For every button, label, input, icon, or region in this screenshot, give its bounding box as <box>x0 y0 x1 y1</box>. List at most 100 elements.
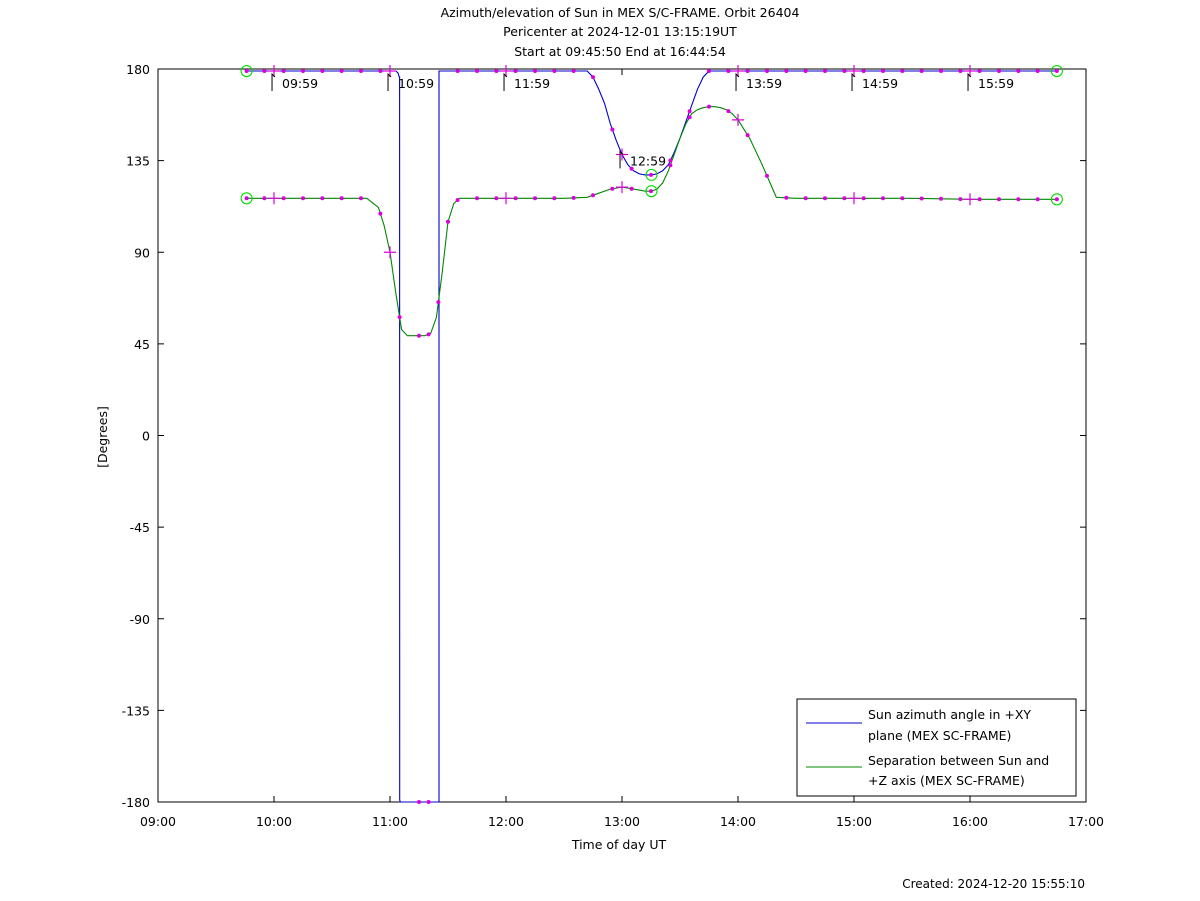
separation-hour-marker <box>268 192 280 205</box>
x-tick-label: 11:00 <box>372 814 408 829</box>
annotation-label: 14:59 <box>862 76 898 91</box>
azimuth-hour-marker <box>848 65 860 78</box>
separation-point <box>765 173 769 178</box>
y-tick-label: 0 <box>142 429 150 444</box>
azimuth-point <box>455 69 460 74</box>
separation-hour-marker <box>616 181 628 194</box>
azimuth-point <box>668 158 673 163</box>
separation-point <box>417 333 421 338</box>
chart-title-line-2: Pericenter at 2024-12-01 13:15:19UT <box>503 24 737 39</box>
separation-point <box>301 196 305 201</box>
azimuth-endpoint-circle <box>1050 64 1063 78</box>
azimuth-point <box>552 69 557 74</box>
separation-point <box>919 196 924 201</box>
separation-point <box>533 196 537 201</box>
separation-point <box>281 196 286 201</box>
separation-point <box>842 196 847 201</box>
y-tick-label: 180 <box>126 62 150 77</box>
separation-point <box>861 196 866 201</box>
chart-title-line-3: Start at 09:45:50 End at 16:44:54 <box>514 44 726 59</box>
azimuth-point <box>571 69 576 74</box>
plot-frame <box>157 68 1087 803</box>
separation-point <box>977 197 982 202</box>
azimuth-point <box>1054 69 1059 74</box>
separation-point <box>378 211 383 216</box>
separation-hour-marker <box>384 246 396 259</box>
separation-point <box>494 196 499 201</box>
y-tick-label: -135 <box>122 703 150 718</box>
separation-point <box>668 163 673 168</box>
separation-point <box>726 109 731 114</box>
separation-point <box>1054 197 1059 202</box>
y-axis-label: [Degrees] <box>95 406 110 468</box>
azimuth-point <box>939 69 943 74</box>
separation-endpoint-circle <box>240 192 253 205</box>
legend-label-azimuth-2: plane (MEX SC-FRAME) <box>868 728 1011 743</box>
azimuth-point <box>426 800 431 804</box>
azimuth-point <box>842 69 847 74</box>
separation-point <box>426 332 431 337</box>
annotation-pointer <box>271 72 276 92</box>
azimuth-point <box>533 69 537 74</box>
azimuth-point <box>861 69 866 74</box>
azimuth-point <box>629 166 634 171</box>
azimuth-point <box>610 127 615 132</box>
separation-point <box>244 196 249 201</box>
annotation-pointer <box>967 72 972 92</box>
separation-point <box>1016 197 1021 202</box>
separation-hour-marker <box>500 192 512 205</box>
separation-point <box>900 196 905 201</box>
separation-point <box>262 196 267 201</box>
azimuth-point <box>513 69 518 74</box>
legend: Sun azimuth angle in +XY plane (MEX SC-F… <box>796 698 1077 797</box>
annotation-label: 13:59 <box>746 76 782 91</box>
axis-ticks: 09:00 10:00 11:00 12:00 13:00 14:00 15:00 16:00… <box>122 62 1104 829</box>
azimuth-endpoint-circle <box>645 168 658 181</box>
separation-point <box>687 115 692 120</box>
azimuth-hour-marker <box>732 65 744 78</box>
legend-label-separation-1: Separation between Sun and <box>868 753 1049 768</box>
azimuth-point <box>649 172 653 177</box>
separation-point <box>513 196 518 201</box>
separation-point <box>745 133 750 138</box>
azimuth-point <box>262 69 267 74</box>
annotation-pointer <box>503 72 508 92</box>
x-tick-label: 13:00 <box>604 814 640 829</box>
separation-point <box>997 197 1001 202</box>
separation-hour-marker <box>964 193 976 206</box>
y-tick-label: -180 <box>122 795 150 810</box>
annotation-label: 12:59 <box>630 153 666 168</box>
azimuth-point <box>320 69 325 74</box>
separation-point <box>591 193 595 198</box>
separation-endpoint-circle <box>645 185 658 198</box>
azimuth-point <box>687 109 692 114</box>
separation-point <box>436 300 441 305</box>
created-timestamp: Created: 2024-12-20 15:55:10 <box>902 877 1085 891</box>
azimuth-point <box>359 69 363 74</box>
x-tick-label: 14:00 <box>720 814 756 829</box>
azimuth-point <box>958 69 963 74</box>
separation-series-line <box>246 106 1057 337</box>
separation-point <box>446 219 450 224</box>
time-annotations: 09:59 10:59 11:59 12:59 13:59 14:59 15:59 <box>271 72 1014 168</box>
separation-point <box>397 315 402 320</box>
separation-point <box>359 196 363 201</box>
azimuth-hour-marker <box>268 65 280 78</box>
y-tick-label: -90 <box>130 612 150 627</box>
separation-point <box>475 196 479 201</box>
legend-label-azimuth-1: Sun azimuth angle in +XY <box>868 707 1031 722</box>
y-tick-label: 90 <box>134 245 150 260</box>
x-tick-label: 12:00 <box>488 814 524 829</box>
series-markers <box>240 64 1063 804</box>
separation-point <box>707 104 711 109</box>
separation-point <box>1035 197 1040 202</box>
annotation-label: 11:59 <box>514 76 550 91</box>
separation-point <box>610 186 615 191</box>
separation-endpoint-circle <box>1050 193 1063 206</box>
azimuth-point <box>339 69 344 74</box>
azimuth-hour-marker <box>500 65 512 78</box>
separation-point <box>629 186 634 191</box>
y-tick-label: 45 <box>134 337 150 352</box>
series-lines <box>246 70 1057 803</box>
azimuth-point <box>494 69 499 74</box>
